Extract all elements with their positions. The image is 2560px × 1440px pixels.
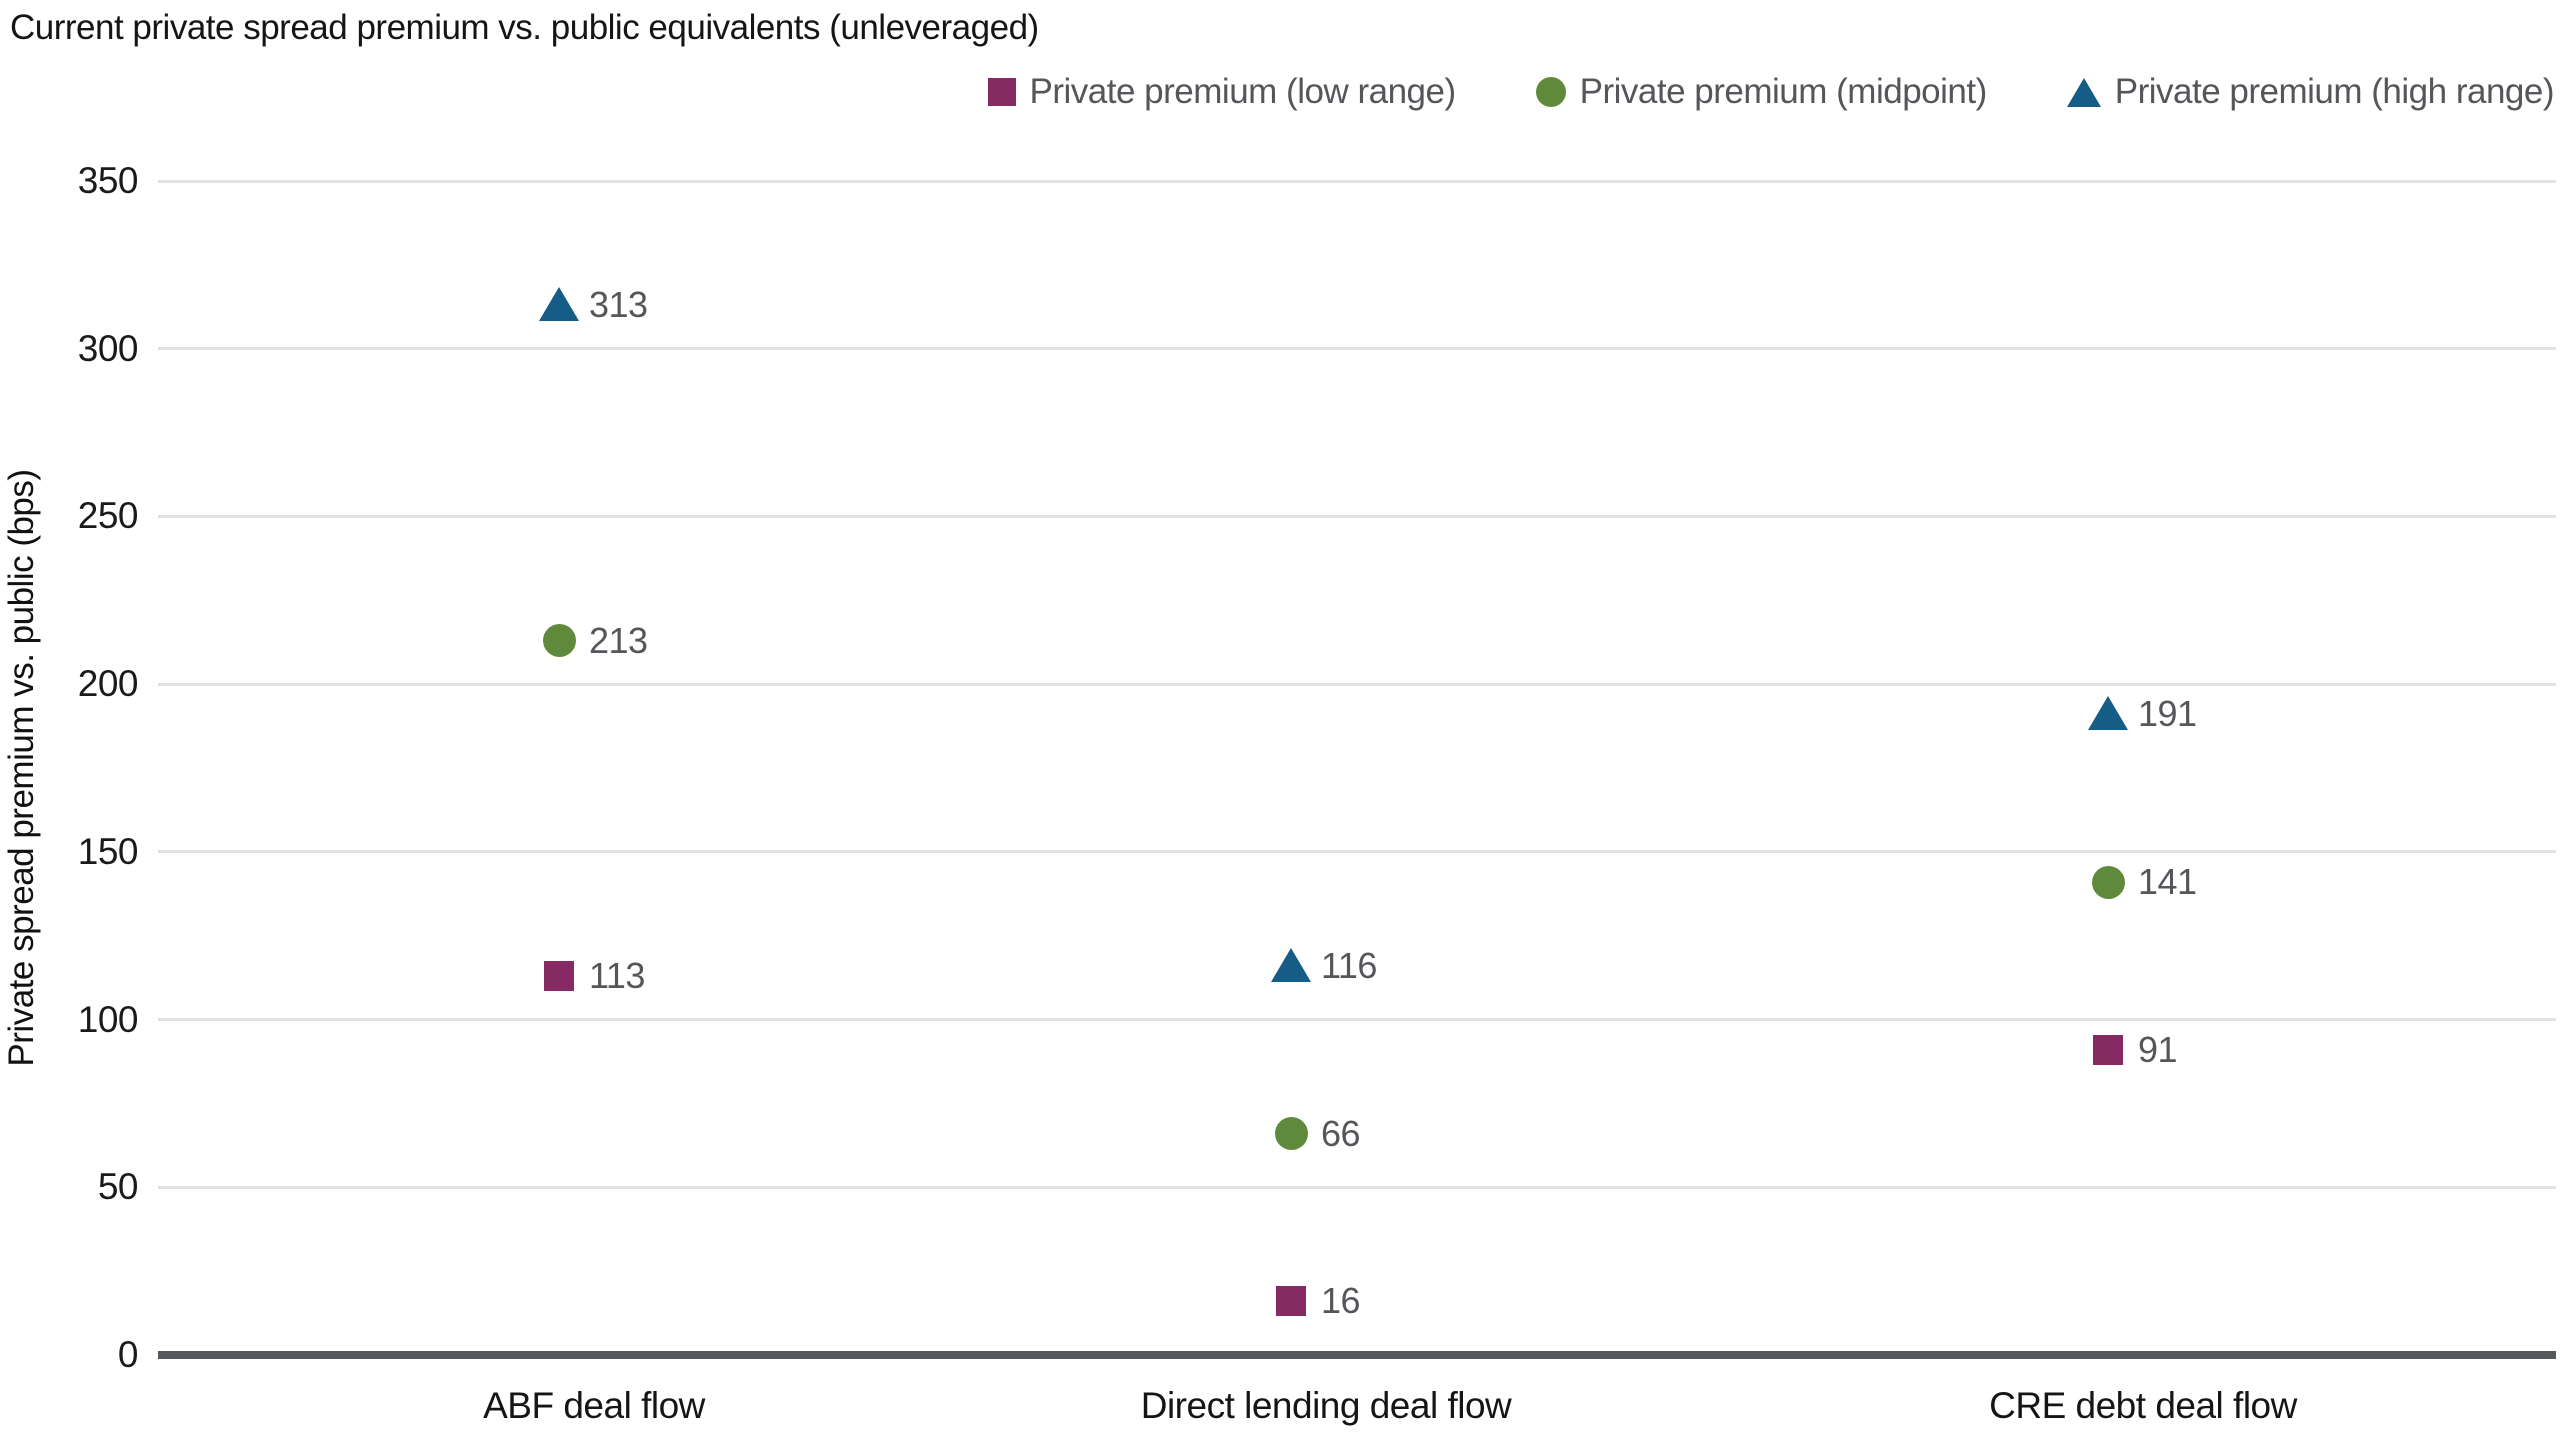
data-point-value: 313: [589, 284, 648, 326]
data-point-value: 141: [2138, 861, 2197, 903]
data-point-value: 116: [1321, 944, 1377, 986]
x-category-label: ABF deal flow: [483, 1385, 705, 1426]
legend-item-midpoint: Private premium (midpoint): [1535, 72, 1988, 112]
legend-label-midpoint: Private premium (midpoint): [1579, 72, 1988, 111]
y-gridline: [158, 1018, 2556, 1022]
y-gridline: [158, 850, 2556, 854]
y-tick-label: 150: [77, 830, 139, 872]
y-tick-label: 300: [77, 327, 139, 369]
y-gridline: [158, 682, 2556, 686]
data-point-value: 91: [2138, 1028, 2178, 1070]
circle-marker-icon: [1535, 77, 1566, 107]
y-gridline: [158, 1185, 2556, 1189]
data-point-circle: [2091, 865, 2125, 899]
legend-item-high-range: Private premium (high range): [2066, 72, 2555, 112]
data-point-value: 213: [589, 619, 648, 661]
data-point-circle: [1274, 1117, 1308, 1151]
y-tick-label: 0: [117, 1334, 139, 1375]
legend-label-low-range: Private premium (low range): [1029, 72, 1457, 111]
legend: Private premium (low range) Private prem…: [987, 72, 2555, 112]
triangle-marker-icon: [2066, 77, 2101, 107]
y-tick-label: 250: [77, 495, 139, 537]
y-gridline: [158, 347, 2556, 351]
x-axis-line: [158, 1351, 2556, 1359]
data-point-value: 16: [1321, 1280, 1361, 1322]
x-category-label: CRE debt deal flow: [1989, 1385, 2297, 1426]
data-point-circle: [542, 624, 576, 658]
data-point-square: [544, 960, 574, 991]
y-tick-label: 50: [97, 1166, 139, 1208]
y-tick-label: 350: [77, 160, 139, 201]
square-marker-icon: [987, 78, 1016, 106]
data-point-value: 113: [589, 954, 645, 996]
data-point-square: [2093, 1034, 2123, 1065]
data-point-triangle: [1271, 947, 1311, 982]
data-point-value: 66: [1321, 1112, 1361, 1154]
y-tick-label: 200: [77, 663, 139, 705]
y-gridline: [158, 179, 2556, 183]
legend-label-high-range: Private premium (high range): [2114, 72, 2555, 111]
y-gridline: [158, 514, 2556, 518]
data-point-square: [1276, 1286, 1306, 1317]
x-category-label: Direct lending deal flow: [1140, 1385, 1512, 1426]
data-point-triangle: [2088, 696, 2128, 731]
chart-title: Current private spread premium vs. publi…: [10, 8, 1039, 47]
legend-item-low-range: Private premium (low range): [987, 72, 1457, 112]
data-point-triangle: [539, 287, 579, 322]
y-tick-label: 100: [77, 998, 139, 1040]
data-point-value: 191: [2138, 693, 2197, 735]
